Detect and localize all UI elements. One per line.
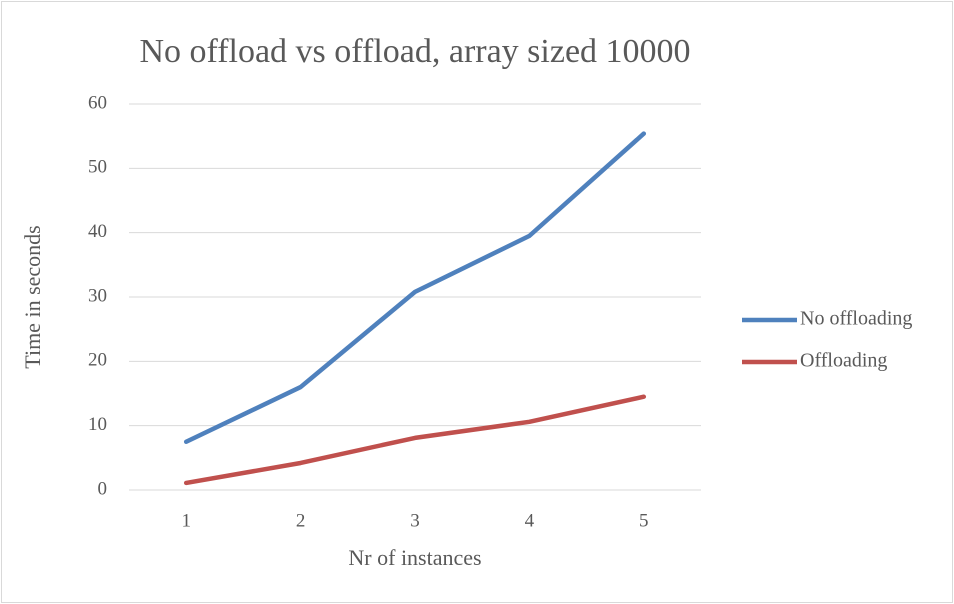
y-tick-label: 30 <box>88 285 107 306</box>
y-tick-label: 60 <box>88 92 107 113</box>
series-line <box>183 131 647 444</box>
y-axis-label: Time in seconds <box>20 225 45 368</box>
x-tick-label: 2 <box>296 510 306 531</box>
y-tick-label: 10 <box>88 414 107 435</box>
x-tick-label: 5 <box>639 510 649 531</box>
chart-title: No offload vs offload, array sized 10000 <box>139 33 690 70</box>
legend-label: No offloading <box>800 308 912 330</box>
x-tick-label: 3 <box>410 510 420 531</box>
x-tick-label: 1 <box>181 510 191 531</box>
y-tick-label: 40 <box>88 221 107 242</box>
x-axis-label: Nr of instances <box>348 545 481 570</box>
series-line <box>183 394 647 486</box>
x-tick-label: 4 <box>525 510 535 531</box>
y-tick-label: 0 <box>98 478 108 499</box>
legend-label: Offloading <box>800 350 887 372</box>
y-tick-label: 20 <box>88 350 107 371</box>
y-tick-label: 50 <box>88 157 107 178</box>
